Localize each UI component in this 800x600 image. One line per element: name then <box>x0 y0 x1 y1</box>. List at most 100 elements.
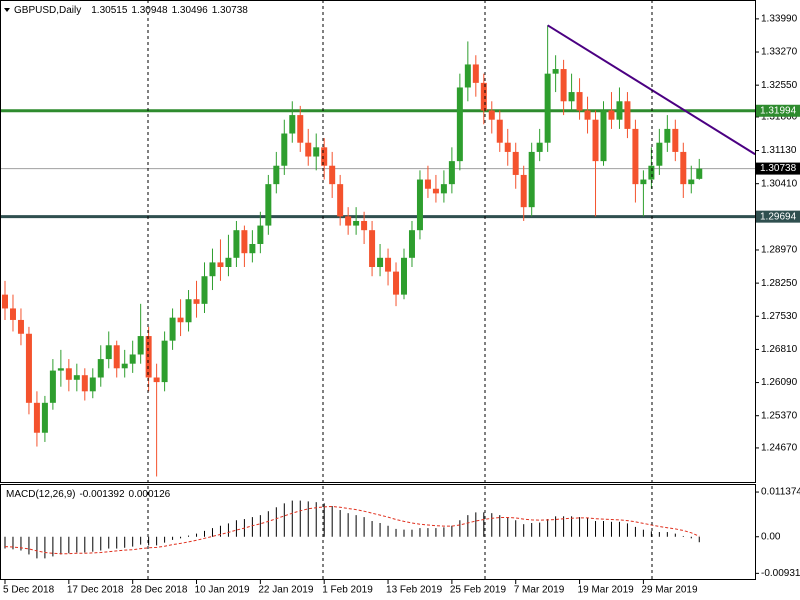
level-label: 1.31994 <box>760 105 797 116</box>
candle-body <box>640 179 647 185</box>
candle-body <box>520 174 527 208</box>
x-tick-label: 28 Dec 2018 <box>131 585 188 596</box>
y-tick-label: -0.00931 <box>761 568 800 579</box>
candle-body <box>105 345 112 360</box>
candle-body <box>81 375 88 392</box>
y-tick-label: 0.011374 <box>761 487 800 498</box>
candle-body <box>432 188 439 194</box>
candle-body <box>401 257 407 295</box>
candle-body <box>297 115 304 143</box>
candle-body <box>345 216 352 226</box>
y-tick-label: 1.25370 <box>761 410 798 421</box>
candle-body <box>185 299 192 323</box>
candle-body <box>616 101 623 120</box>
y-tick-label: 1.31860 <box>761 112 798 123</box>
y-tick-label: 1.26810 <box>761 344 798 355</box>
y-tick-label: 1.26090 <box>761 377 798 388</box>
macd-title: MACD(12,26,9) <box>6 489 75 500</box>
last-price-box <box>756 162 800 175</box>
x-tick-label: 10 Jan 2019 <box>195 585 250 596</box>
y-tick-label: 1.33270 <box>761 47 798 58</box>
level-label-box <box>756 104 800 117</box>
x-tick-label: 13 Feb 2019 <box>386 585 443 596</box>
candle-body <box>353 220 360 226</box>
candle-body <box>544 73 551 143</box>
candle-body <box>536 142 543 152</box>
candle-body <box>632 128 639 185</box>
candle-body <box>624 101 631 129</box>
candle-body <box>424 179 431 189</box>
y-tick-label: 1.27530 <box>761 311 798 322</box>
candle-body <box>177 317 184 323</box>
candle-body <box>153 377 160 383</box>
x-tick-label: 17 Dec 2018 <box>67 585 124 596</box>
trendline <box>547 24 756 156</box>
candle-body <box>273 165 280 185</box>
candle-body <box>361 220 368 231</box>
candle-body <box>41 402 48 433</box>
candle-body <box>257 225 264 244</box>
candle-body <box>608 110 615 120</box>
symbol-title: GBPUSD,Daily <box>14 5 81 16</box>
candle-body <box>217 262 224 268</box>
candle-body <box>656 142 663 166</box>
candle-body <box>201 276 208 304</box>
macd-frame <box>0 484 756 580</box>
candle-body <box>369 230 376 268</box>
candle-body <box>289 115 296 134</box>
candle-body <box>249 243 256 254</box>
candle-body <box>17 319 24 334</box>
y-tick-label: 1.30410 <box>761 178 798 189</box>
candle-body <box>576 92 583 111</box>
chart-header: GBPUSD,Daily 1.30515 1.30948 1.30496 1.30738 <box>14 5 248 16</box>
candle-body <box>648 165 655 180</box>
candle-body <box>281 133 288 166</box>
open-value: 1.30515 <box>91 5 128 16</box>
menu-arrow <box>4 8 10 12</box>
candle-body <box>2 294 8 309</box>
candle-body <box>233 230 240 258</box>
candle-body <box>377 257 384 268</box>
candle-body <box>680 151 687 185</box>
x-tick-label: 25 Feb 2019 <box>450 585 507 596</box>
y-tick-label: 1.33990 <box>761 14 798 25</box>
candle-body <box>129 354 136 364</box>
candle-body <box>568 92 575 102</box>
candle-body <box>560 69 567 102</box>
x-tick-label: 1 Feb 2019 <box>322 585 373 596</box>
candle-body <box>33 402 40 433</box>
y-tick-label: 1.28250 <box>761 278 798 289</box>
macd-header: MACD(12,26,9) -0.001392 0.000126 <box>6 489 171 500</box>
candle-body <box>113 345 120 369</box>
x-tick-label: 19 Mar 2019 <box>578 585 635 596</box>
candle-body <box>472 64 479 83</box>
candle-body <box>161 340 168 383</box>
candle-body <box>265 184 272 226</box>
last-price-label: 1.30738 <box>760 163 797 174</box>
high-value: 1.30948 <box>131 5 168 16</box>
candle-body <box>121 363 128 369</box>
candle-body <box>321 147 328 166</box>
level-label: 1.29694 <box>760 211 797 222</box>
signal-line <box>4 505 700 555</box>
candle-body <box>448 161 455 185</box>
macd-main-value: -0.001392 <box>79 489 124 500</box>
x-tick-label: 29 Mar 2019 <box>641 585 698 596</box>
low-value: 1.30496 <box>172 5 209 16</box>
candle-body <box>592 119 599 162</box>
candle-body <box>241 230 248 254</box>
candle-body <box>385 257 392 272</box>
candle-body <box>89 377 96 392</box>
candle-body <box>488 110 495 120</box>
candle-body <box>512 151 519 175</box>
main-frame <box>0 0 756 483</box>
candle-body <box>584 110 591 120</box>
candle-body <box>552 69 559 74</box>
candle-body <box>440 184 447 194</box>
candle-body <box>57 368 64 371</box>
candle-body <box>600 110 607 162</box>
x-tick-label: 7 Mar 2019 <box>514 585 565 596</box>
x-tick-label: 22 Jan 2019 <box>258 585 313 596</box>
